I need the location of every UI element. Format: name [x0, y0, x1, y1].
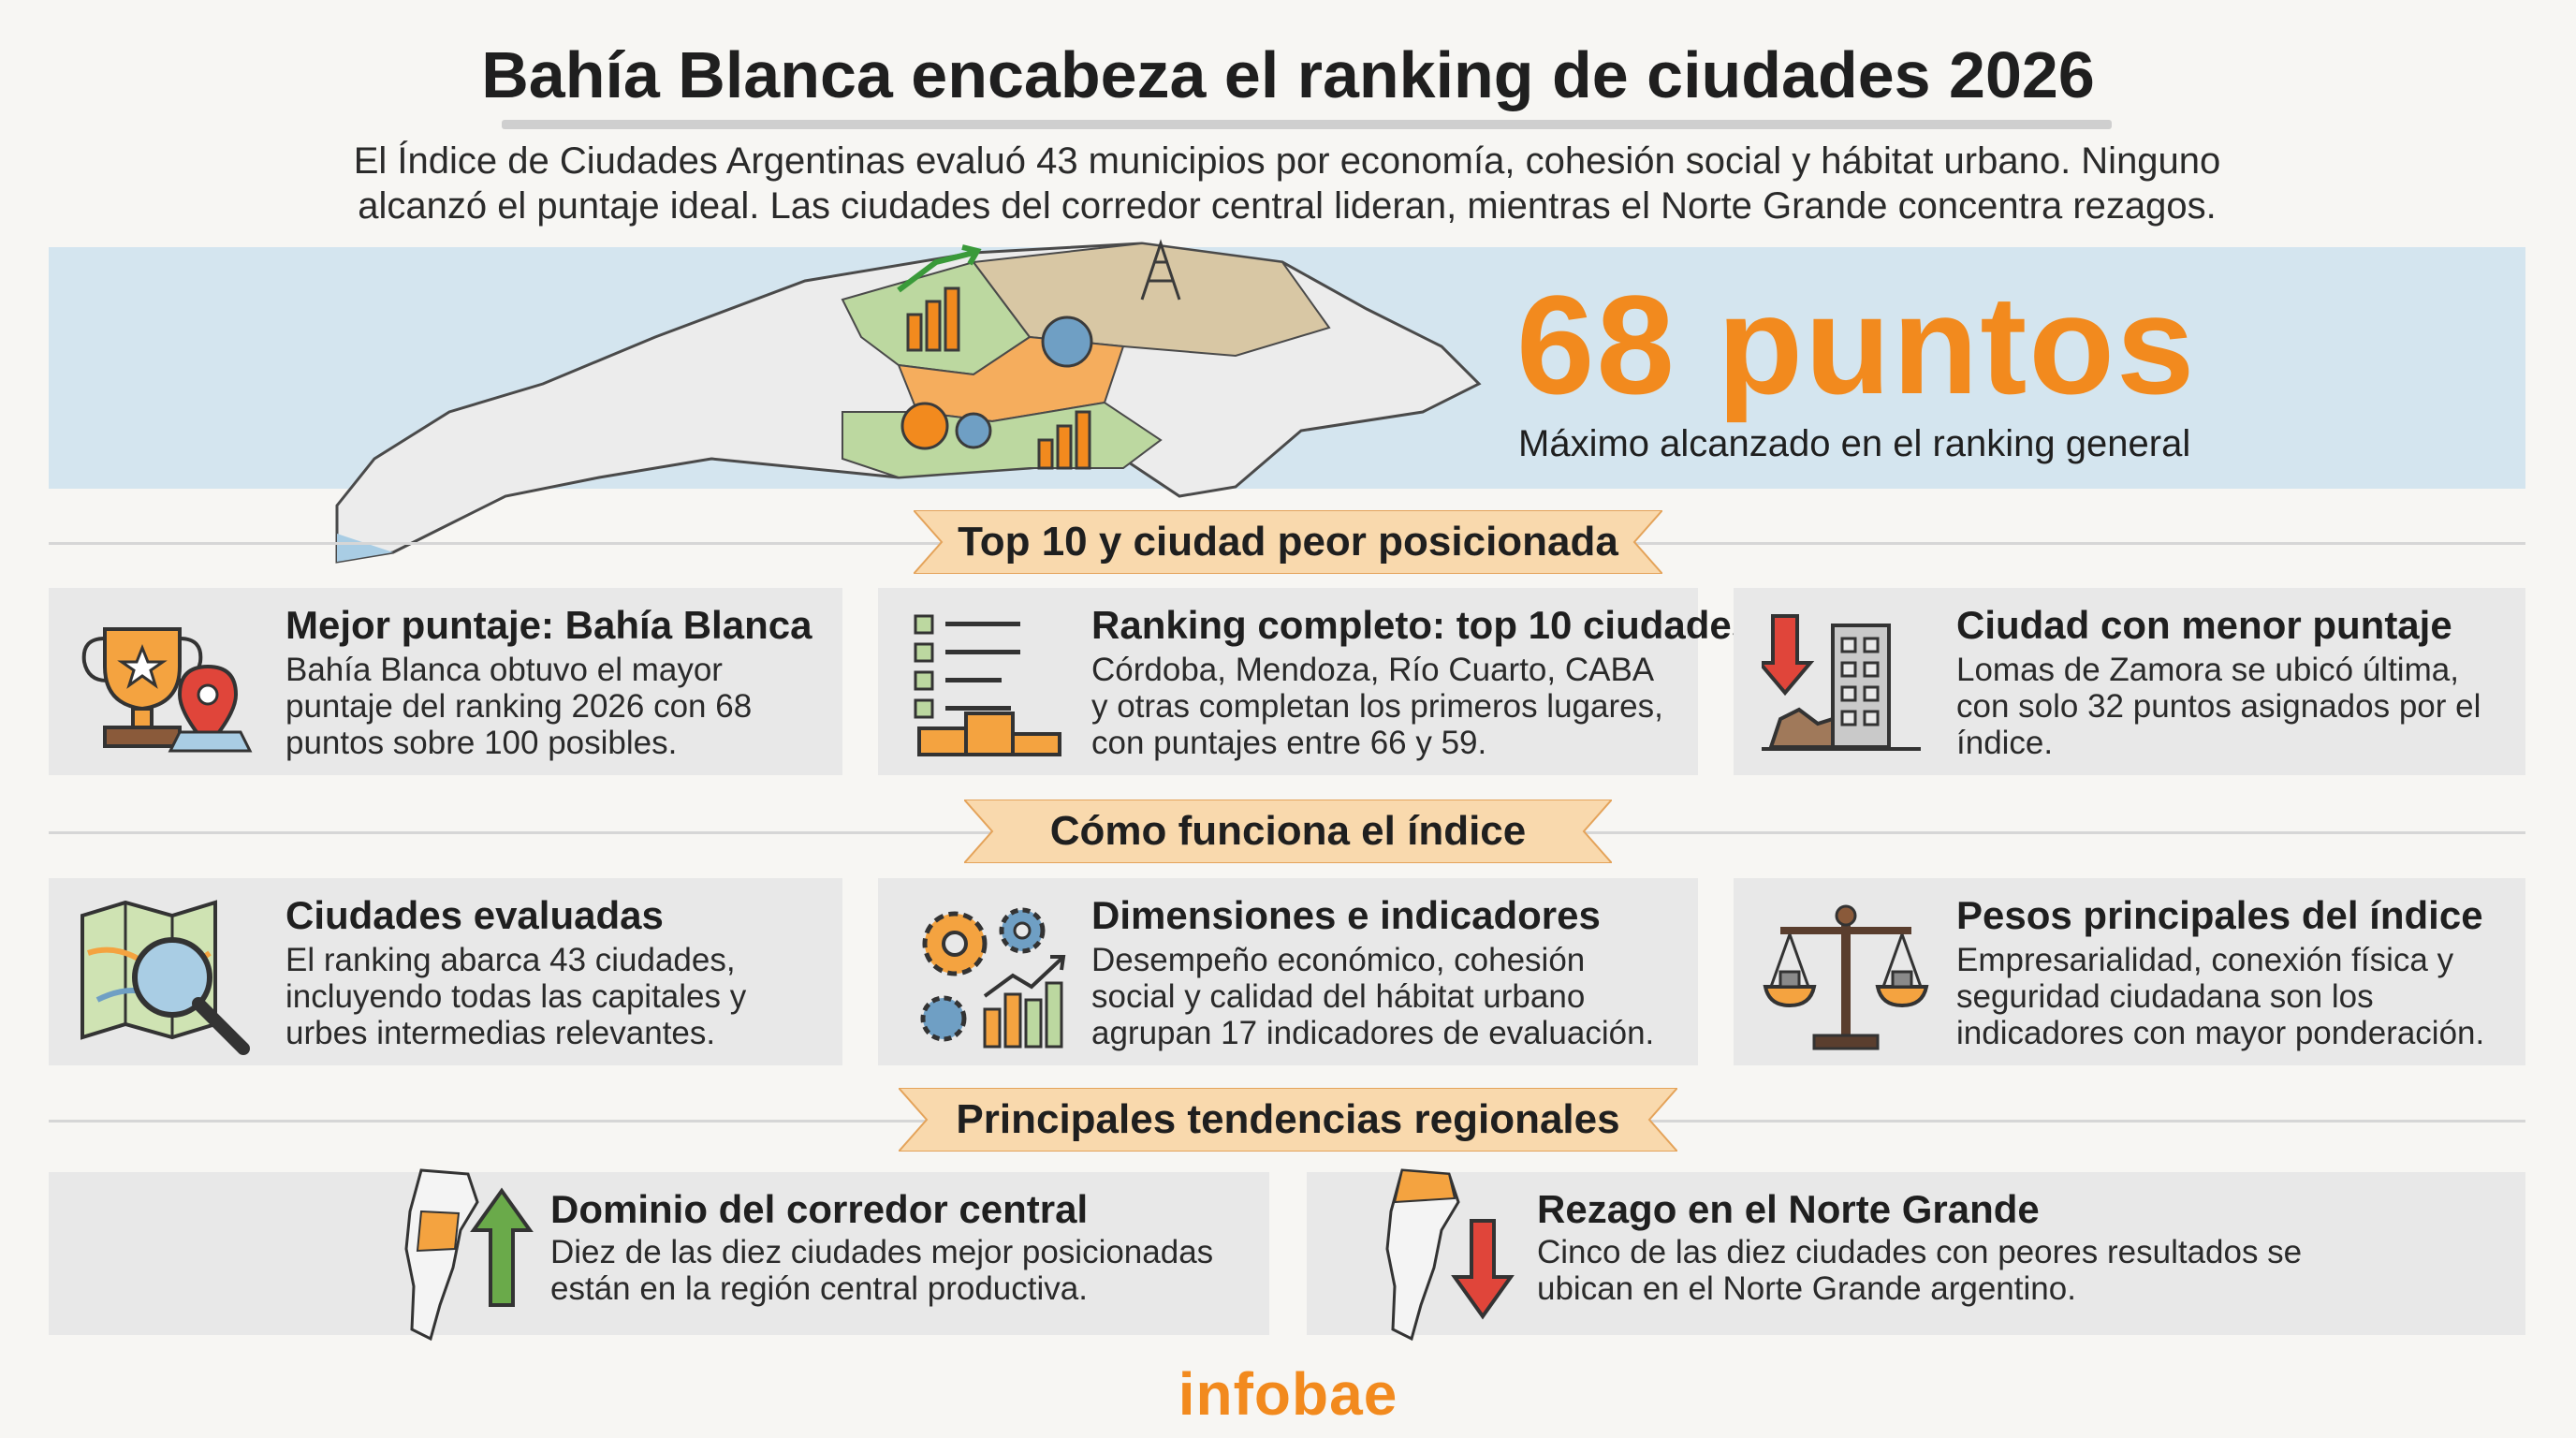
trophy-location-icon: [81, 627, 253, 753]
card-title: Ranking completo: top 10 ciudades: [1091, 603, 1754, 647]
section-header-how-it-works: Cómo funciona el índice: [964, 800, 1612, 863]
card-text: Córdoba, Mendoza, Río Cuarto, CABA y otr…: [1091, 652, 1663, 761]
card-best-score: Mejor puntaje: Bahía Blanca Bahía Blanca…: [49, 588, 842, 775]
infobae-logo: infobae: [1178, 1360, 1398, 1428]
card-title: Dominio del corredor central: [550, 1187, 1089, 1231]
argentina-map-down-arrow-icon: [1385, 1168, 1515, 1342]
map-illustration-icon: [335, 239, 1482, 564]
balance-scale-icon: [1763, 904, 1929, 1050]
hero-score: 68 puntos: [1516, 266, 2197, 423]
map-magnifier-icon: [80, 900, 250, 1055]
card-central-corridor: Dominio del corredor central Diez de las…: [49, 1168, 1269, 1342]
card-title: Ciudad con menor puntaje: [1956, 603, 2452, 647]
page-subtitle: El Índice de Ciudades Argentinas evaluó …: [353, 140, 2221, 227]
gears-chart-icon: [920, 907, 1066, 1049]
card-text: El ranking abarca 43 ciudades, incluyend…: [285, 942, 747, 1051]
page-title: Bahía Blanca encabeza el ranking de ciud…: [481, 38, 2095, 111]
card-text: Cinco de las diez ciudades con peores re…: [1537, 1234, 2303, 1307]
card-lowest-score: Ciudad con menor puntaje Lomas de Zamora…: [1734, 588, 2525, 775]
argentina-map-up-arrow-icon: [404, 1168, 534, 1342]
section-header-top10: Top 10 y ciudad peor posicionada: [914, 510, 1662, 574]
hero-caption: Máximo alcanzado en el ranking general: [1518, 423, 2191, 464]
card-title: Rezago en el Norte Grande: [1537, 1187, 2040, 1231]
card-text: Diez de las diez ciudades mejor posicion…: [550, 1234, 1214, 1307]
card-text: Bahía Blanca obtuvo el mayor puntaje del…: [285, 652, 753, 761]
card-title: Dimensiones e indicadores: [1091, 893, 1601, 937]
ranking-list-podium-icon: [914, 614, 1061, 756]
card-north-lag: Rezago en el Norte Grande Cinco de las d…: [1307, 1168, 2525, 1342]
title-underline: [502, 120, 2112, 129]
card-top10: Ranking completo: top 10 ciudades Córdob…: [878, 588, 1753, 775]
card-main-weights: Pesos principales del índice Empresarial…: [1734, 878, 2525, 1065]
card-cities-evaluated: Ciudades evaluadas El ranking abarca 43 …: [49, 878, 842, 1065]
card-title: Pesos principales del índice: [1956, 893, 2483, 937]
card-text: Desempeño económico, cohesión social y c…: [1091, 942, 1655, 1051]
card-title: Mejor puntaje: Bahía Blanca: [285, 603, 812, 647]
card-text: Empresarialidad, conexión física y segur…: [1956, 942, 2485, 1051]
card-text: Lomas de Zamora se ubicó última, con sol…: [1956, 652, 2481, 761]
declining-building-icon: [1762, 614, 1921, 751]
section-header-regional-trends: Principales tendencias regionales: [899, 1088, 1677, 1152]
card-title: Ciudades evaluadas: [285, 893, 664, 937]
card-dimensions: Dimensiones e indicadores Desempeño econ…: [878, 878, 1698, 1065]
